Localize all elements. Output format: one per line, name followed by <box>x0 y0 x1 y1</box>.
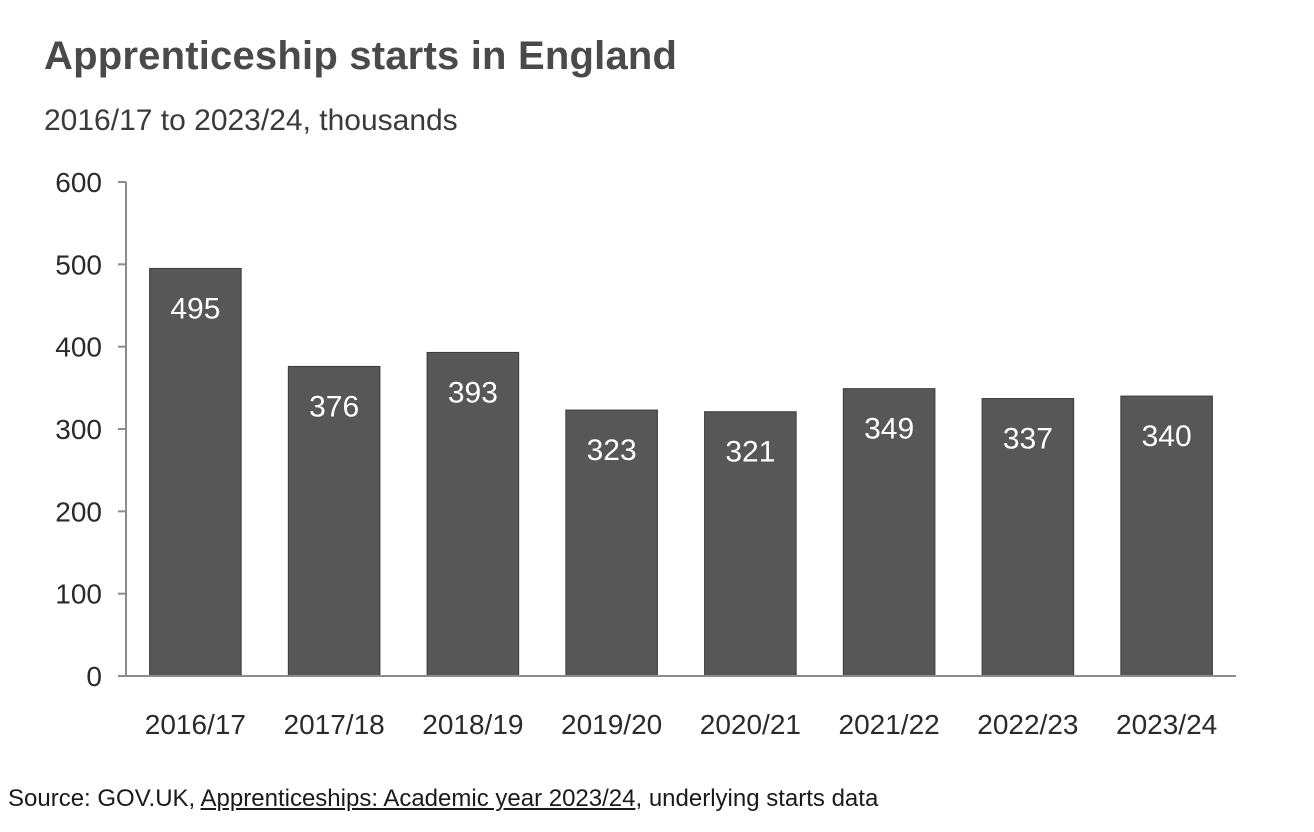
bar <box>426 351 520 677</box>
y-axis: 0 100 200 300 400 500 600 <box>55 167 127 692</box>
bar <box>287 365 381 677</box>
x-tick-label: 2021/22 <box>839 709 940 740</box>
bar-data-label: 349 <box>864 413 914 446</box>
y-tick-label: 600 <box>55 167 102 198</box>
bar-data-label: 495 <box>170 292 220 325</box>
x-tick-label: 2017/18 <box>284 709 385 740</box>
y-tick-label: 100 <box>55 579 102 610</box>
x-tick-label: 2016/17 <box>145 709 246 740</box>
chart-title: Apprenticeship starts in England <box>44 34 678 78</box>
bar-chart: 0 100 200 300 400 500 600 495 376 393 323 321 349 33… <box>55 167 1236 740</box>
bar <box>981 398 1075 677</box>
bar <box>704 411 797 677</box>
bars-group: 495 376 393 323 321 349 337 340 <box>149 267 1213 677</box>
bar-data-label: 393 <box>448 376 498 409</box>
bar-data-label: 337 <box>1003 423 1053 456</box>
y-tick-label: 300 <box>55 414 102 445</box>
chart-subtitle: 2016/17 to 2023/24, thousands <box>44 104 458 137</box>
y-tick-label: 500 <box>55 249 102 280</box>
source-suffix: , underlying starts data <box>635 785 879 812</box>
source-note: Source: GOV.UK, Apprenticeships: Academi… <box>8 785 878 813</box>
x-tick-label: 2020/21 <box>700 709 801 740</box>
x-tick-label: 2018/19 <box>422 709 523 740</box>
bar <box>1120 395 1213 677</box>
bar-data-label: 340 <box>1142 420 1192 453</box>
y-tick-label: 400 <box>55 332 102 363</box>
bar-data-label: 323 <box>587 434 637 467</box>
x-tick-label: 2023/24 <box>1116 709 1217 740</box>
bar <box>565 409 658 677</box>
x-axis: 2016/17 2017/18 2018/19 2019/20 2020/21 2021/… <box>118 675 1236 740</box>
bar <box>149 267 242 677</box>
bar-data-label: 376 <box>309 390 359 423</box>
bar <box>842 388 936 677</box>
bar-data-label: 321 <box>725 436 775 469</box>
x-tick-label: 2022/23 <box>977 709 1078 740</box>
x-tick-label: 2019/20 <box>561 709 662 740</box>
source-link[interactable]: Apprenticeships: Academic year 2023/24 <box>200 785 636 812</box>
y-tick-label: 200 <box>55 496 102 527</box>
y-tick-label: 0 <box>86 661 102 692</box>
source-prefix: Source: GOV.UK, <box>8 785 201 812</box>
